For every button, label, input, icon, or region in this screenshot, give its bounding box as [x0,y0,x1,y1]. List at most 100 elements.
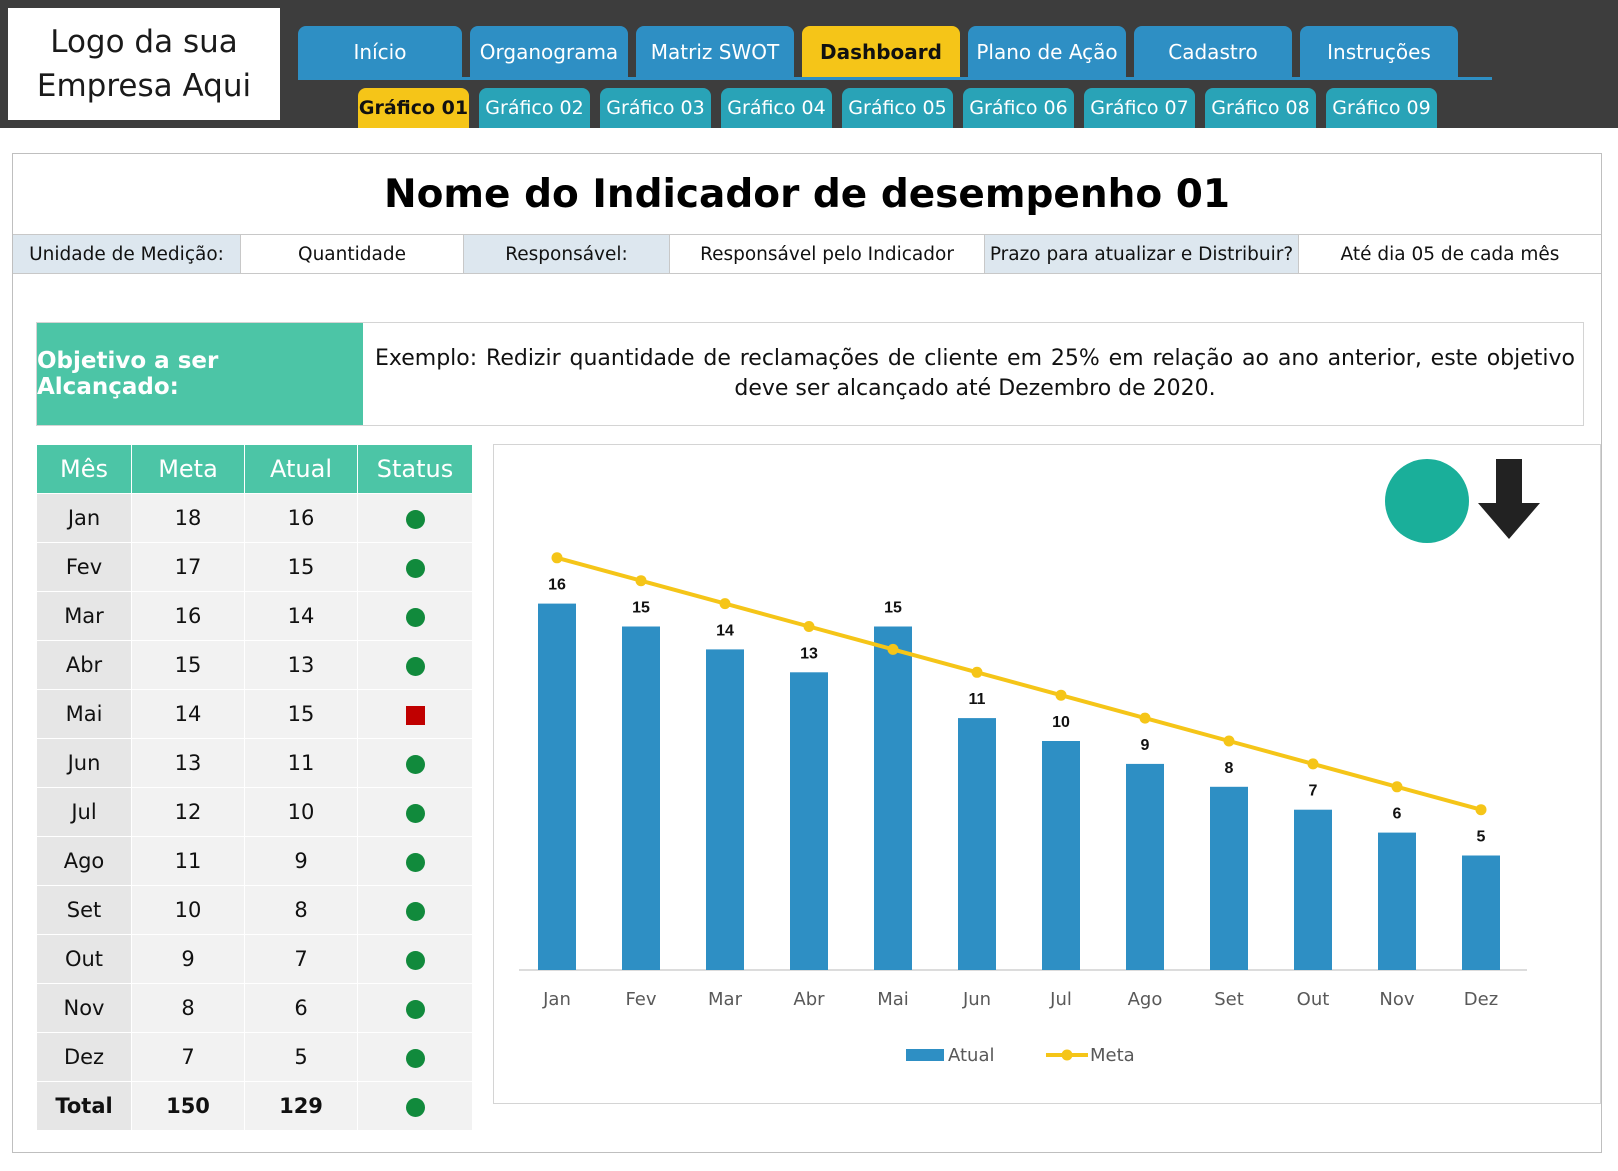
month-cell: Fev [36,542,132,592]
meta-series-line [556,555,1482,812]
status-ok-icon [405,803,425,823]
month-cell: Dez [36,1032,132,1082]
data-label: 11 [969,691,986,708]
data-label: 13 [800,645,818,662]
legend-meta-label: Meta [1090,1045,1135,1066]
meta-cell: 150 [131,1081,245,1131]
table-row: Jul 12 10 [36,787,473,837]
atual-cell: 16 [244,493,358,543]
table-row: Ago 11 9 [36,836,473,886]
deadline-label: Prazo para atualizar e Distribuir? [985,235,1299,273]
data-label: 16 [548,577,566,594]
main-tab-matriz-swot[interactable]: Matriz SWOT [636,26,794,78]
main-tab-inicio[interactable]: Início [298,26,462,78]
meta-point-jul [1055,689,1067,701]
sub-tab-grafico-01[interactable]: Gráfico 01 [358,88,469,128]
table-row: Out 9 7 [36,934,473,984]
status-ok-icon [405,656,425,676]
status-ok-icon [405,852,425,872]
meta-point-set [1223,735,1235,747]
x-tick-label: Fev [625,989,656,1010]
x-tick-label: Dez [1464,989,1498,1010]
meta-point-dez [1475,804,1487,816]
main-tab-plano-de-acao[interactable]: Plano de Ação [968,26,1126,78]
month-cell: Ago [36,836,132,886]
status-cell [357,640,473,690]
status-ok-icon [405,1097,425,1117]
status-ok-icon [405,950,425,970]
data-label: 5 [1477,829,1486,846]
status-cell [357,1032,473,1082]
meta-cell: 18 [131,493,245,543]
main-tab-instrucoes[interactable]: Instruções [1300,26,1458,78]
meta-point-jun [971,666,983,678]
chart-container: 16 15 14 13 15 11 10 9 8 7 6 5 Jan Fev Mar Abr Mai Jun Jul… [493,444,1601,1104]
bar-atual-dez [1462,855,1500,970]
bar-atual-set [1210,786,1248,970]
bar-atual-ago [1126,763,1164,970]
bar-atual-jan [538,603,576,970]
meta-cell: 15 [131,640,245,690]
legend-atual-swatch [906,1049,944,1061]
x-tick-label: Abr [793,989,825,1010]
x-tick-label: Mai [877,989,909,1010]
company-logo: Logo da sua Empresa Aqui [8,8,280,120]
status-cell [357,689,473,739]
column-header-month: Mês [36,444,132,494]
bar-atual-jun [958,718,996,970]
table-row: Nov 8 6 [36,983,473,1033]
x-tick-label: Jun [962,989,991,1010]
status-ok-icon [405,901,425,921]
meta-point-fev [635,575,647,587]
sub-tab-grafico-06[interactable]: Gráfico 06 [963,88,1074,128]
table-row: Jun 13 11 [36,738,473,788]
sub-tab-grafico-07[interactable]: Gráfico 07 [1084,88,1195,128]
main-tab-organograma[interactable]: Organograma [470,26,628,78]
status-cell [357,885,473,935]
sub-tab-grafico-05[interactable]: Gráfico 05 [842,88,953,128]
page-title: Nome do Indicador de desempenho 01 [383,171,1231,217]
month-cell: Set [36,885,132,935]
indicator-panel: Nome do Indicador de desempenho 01 Unida… [12,153,1602,1153]
responsible-label: Responsável: [464,235,670,273]
sub-tab-grafico-03[interactable]: Gráfico 03 [600,88,711,128]
meta-cell: 13 [131,738,245,788]
meta-cell: 16 [131,591,245,641]
sub-tab-grafico-09[interactable]: Gráfico 09 [1326,88,1437,128]
atual-cell: 8 [244,885,358,935]
status-cell [357,1081,473,1131]
atual-cell: 129 [244,1081,358,1131]
meta-cell: 9 [131,934,245,984]
sub-tab-grafico-08[interactable]: Gráfico 08 [1205,88,1316,128]
column-header-meta: Meta [131,444,245,494]
main-tab-dashboard[interactable]: Dashboard [802,26,960,78]
unit-value: Quantidade [241,235,464,273]
month-cell: Total [36,1081,132,1131]
meta-cell: 14 [131,689,245,739]
status-cell [357,983,473,1033]
bar-line-chart: 16 15 14 13 15 11 10 9 8 7 6 5 Jan Fev Mar Abr Mai Jun Jul… [519,459,1540,1066]
status-indicator-icon [1385,459,1469,543]
status-ok-icon [405,509,425,529]
bar-atual-mai [874,626,912,970]
data-label: 14 [716,622,734,639]
month-cell: Jan [36,493,132,543]
sub-tab-grafico-04[interactable]: Gráfico 04 [721,88,832,128]
meta-point-jan [551,552,563,564]
meta-cell: 7 [131,1032,245,1082]
meta-cell: 12 [131,787,245,837]
atual-cell: 9 [244,836,358,886]
data-label: 15 [884,600,902,617]
atual-cell: 14 [244,591,358,641]
legend-meta-marker [1061,1049,1073,1061]
month-cell: Jul [36,787,132,837]
data-label: 10 [1052,714,1070,731]
x-tick-label: Out [1297,989,1330,1010]
atual-cell: 5 [244,1032,358,1082]
table-row: Jan 18 16 [36,493,473,543]
atual-cell: 15 [244,542,358,592]
sub-tab-grafico-02[interactable]: Gráfico 02 [479,88,590,128]
status-cell [357,934,473,984]
main-tab-cadastro[interactable]: Cadastro [1134,26,1292,78]
status-ok-icon [405,754,425,774]
